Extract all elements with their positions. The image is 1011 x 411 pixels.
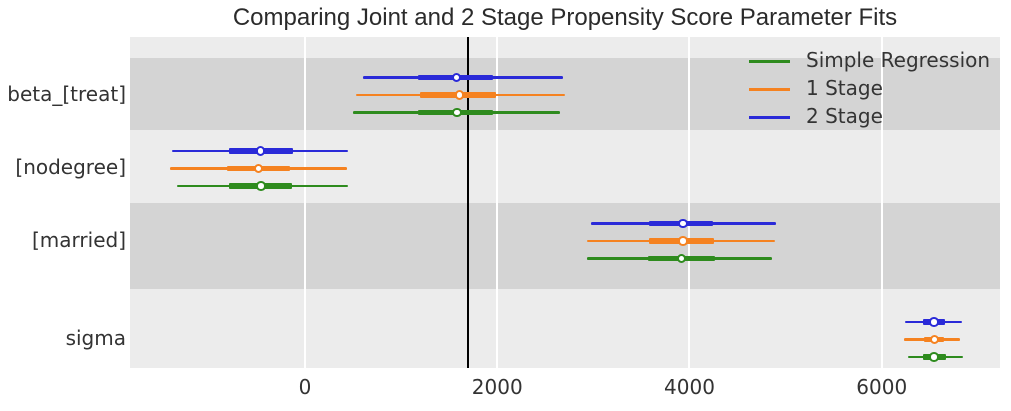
x-tick-label: 4000 xyxy=(664,375,715,399)
reference-line xyxy=(467,37,470,368)
row-shading-band xyxy=(130,203,1000,289)
legend-label: Simple Regression xyxy=(806,47,991,72)
x-tick-label: 6000 xyxy=(856,375,908,399)
x-gridline xyxy=(303,37,306,368)
median-point-marker xyxy=(454,90,465,100)
median-point-marker xyxy=(929,352,939,362)
median-point-marker xyxy=(929,334,940,345)
x-tick-label: 2000 xyxy=(471,375,523,399)
median-point-marker xyxy=(678,236,688,246)
x-gridline xyxy=(688,37,691,368)
median-point-marker xyxy=(451,72,462,83)
legend-label: 2 Stage xyxy=(806,103,883,128)
row-shading-band xyxy=(130,58,1000,130)
legend-label: 1 Stage xyxy=(806,75,883,100)
x-gridline xyxy=(880,37,883,368)
legend: Simple Regression 1 Stage 2 Stage xyxy=(745,37,1000,137)
y-axis-label: [married] xyxy=(32,227,126,252)
median-point-marker xyxy=(929,317,939,327)
y-axis-label: beta_[treat] xyxy=(7,81,126,106)
plot-area: Simple Regression 1 Stage 2 Stage xyxy=(130,37,1000,368)
y-axis-label: sigma xyxy=(65,325,126,350)
median-point-marker xyxy=(676,253,687,264)
median-point-marker xyxy=(678,218,688,229)
median-point-marker xyxy=(256,181,266,191)
chart-title: Comparing Joint and 2 Stage Propensity S… xyxy=(232,4,898,31)
median-point-marker xyxy=(452,107,462,118)
x-tick-label: 0 xyxy=(298,375,312,399)
median-point-marker xyxy=(255,146,266,156)
x-gridline xyxy=(496,37,499,368)
legend-line-simple xyxy=(749,59,790,63)
legend-line-two_stage xyxy=(749,115,790,119)
legend-line-one_stage xyxy=(749,87,790,91)
median-point-marker xyxy=(253,163,264,174)
y-axis-label: [nodegree] xyxy=(15,154,126,179)
